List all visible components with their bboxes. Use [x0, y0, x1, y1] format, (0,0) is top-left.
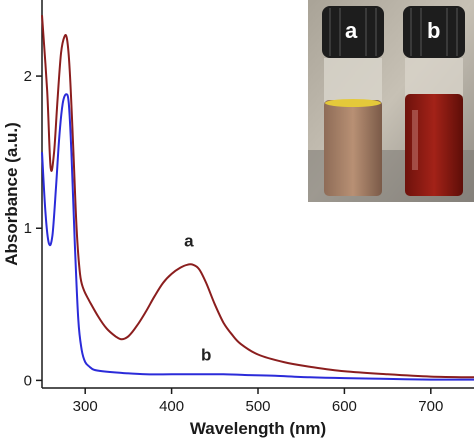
axis-ticks: 300 400 500 600 700 0 1 2 — [24, 68, 444, 415]
y-tick-label-1: 1 — [24, 220, 32, 237]
y-axis-title: Absorbance (a.u.) — [2, 122, 21, 266]
x-tick-label-400: 400 — [159, 398, 184, 415]
x-tick-label-700: 700 — [418, 398, 443, 415]
x-tick-label-300: 300 — [73, 398, 98, 415]
y-tick-label-2: 2 — [24, 68, 32, 85]
x-axis-title: Wavelength (nm) — [190, 419, 326, 438]
vial-b: b — [403, 6, 465, 196]
y-tick-label-0: 0 — [24, 372, 32, 389]
series-curves — [41, 15, 474, 381]
curve-label-a: a — [184, 231, 194, 250]
vial-a: a — [322, 6, 384, 196]
x-tick-label-600: 600 — [332, 398, 357, 415]
series-b-line — [41, 93, 474, 381]
curve-labels: ab — [184, 231, 211, 364]
curve-label-b: b — [201, 346, 211, 365]
x-tick-label-500: 500 — [245, 398, 270, 415]
vial-b-label: b — [427, 18, 440, 43]
inset-photo: a b — [308, 0, 474, 202]
vial-a-label: a — [345, 18, 358, 43]
series-a-line — [41, 15, 474, 379]
